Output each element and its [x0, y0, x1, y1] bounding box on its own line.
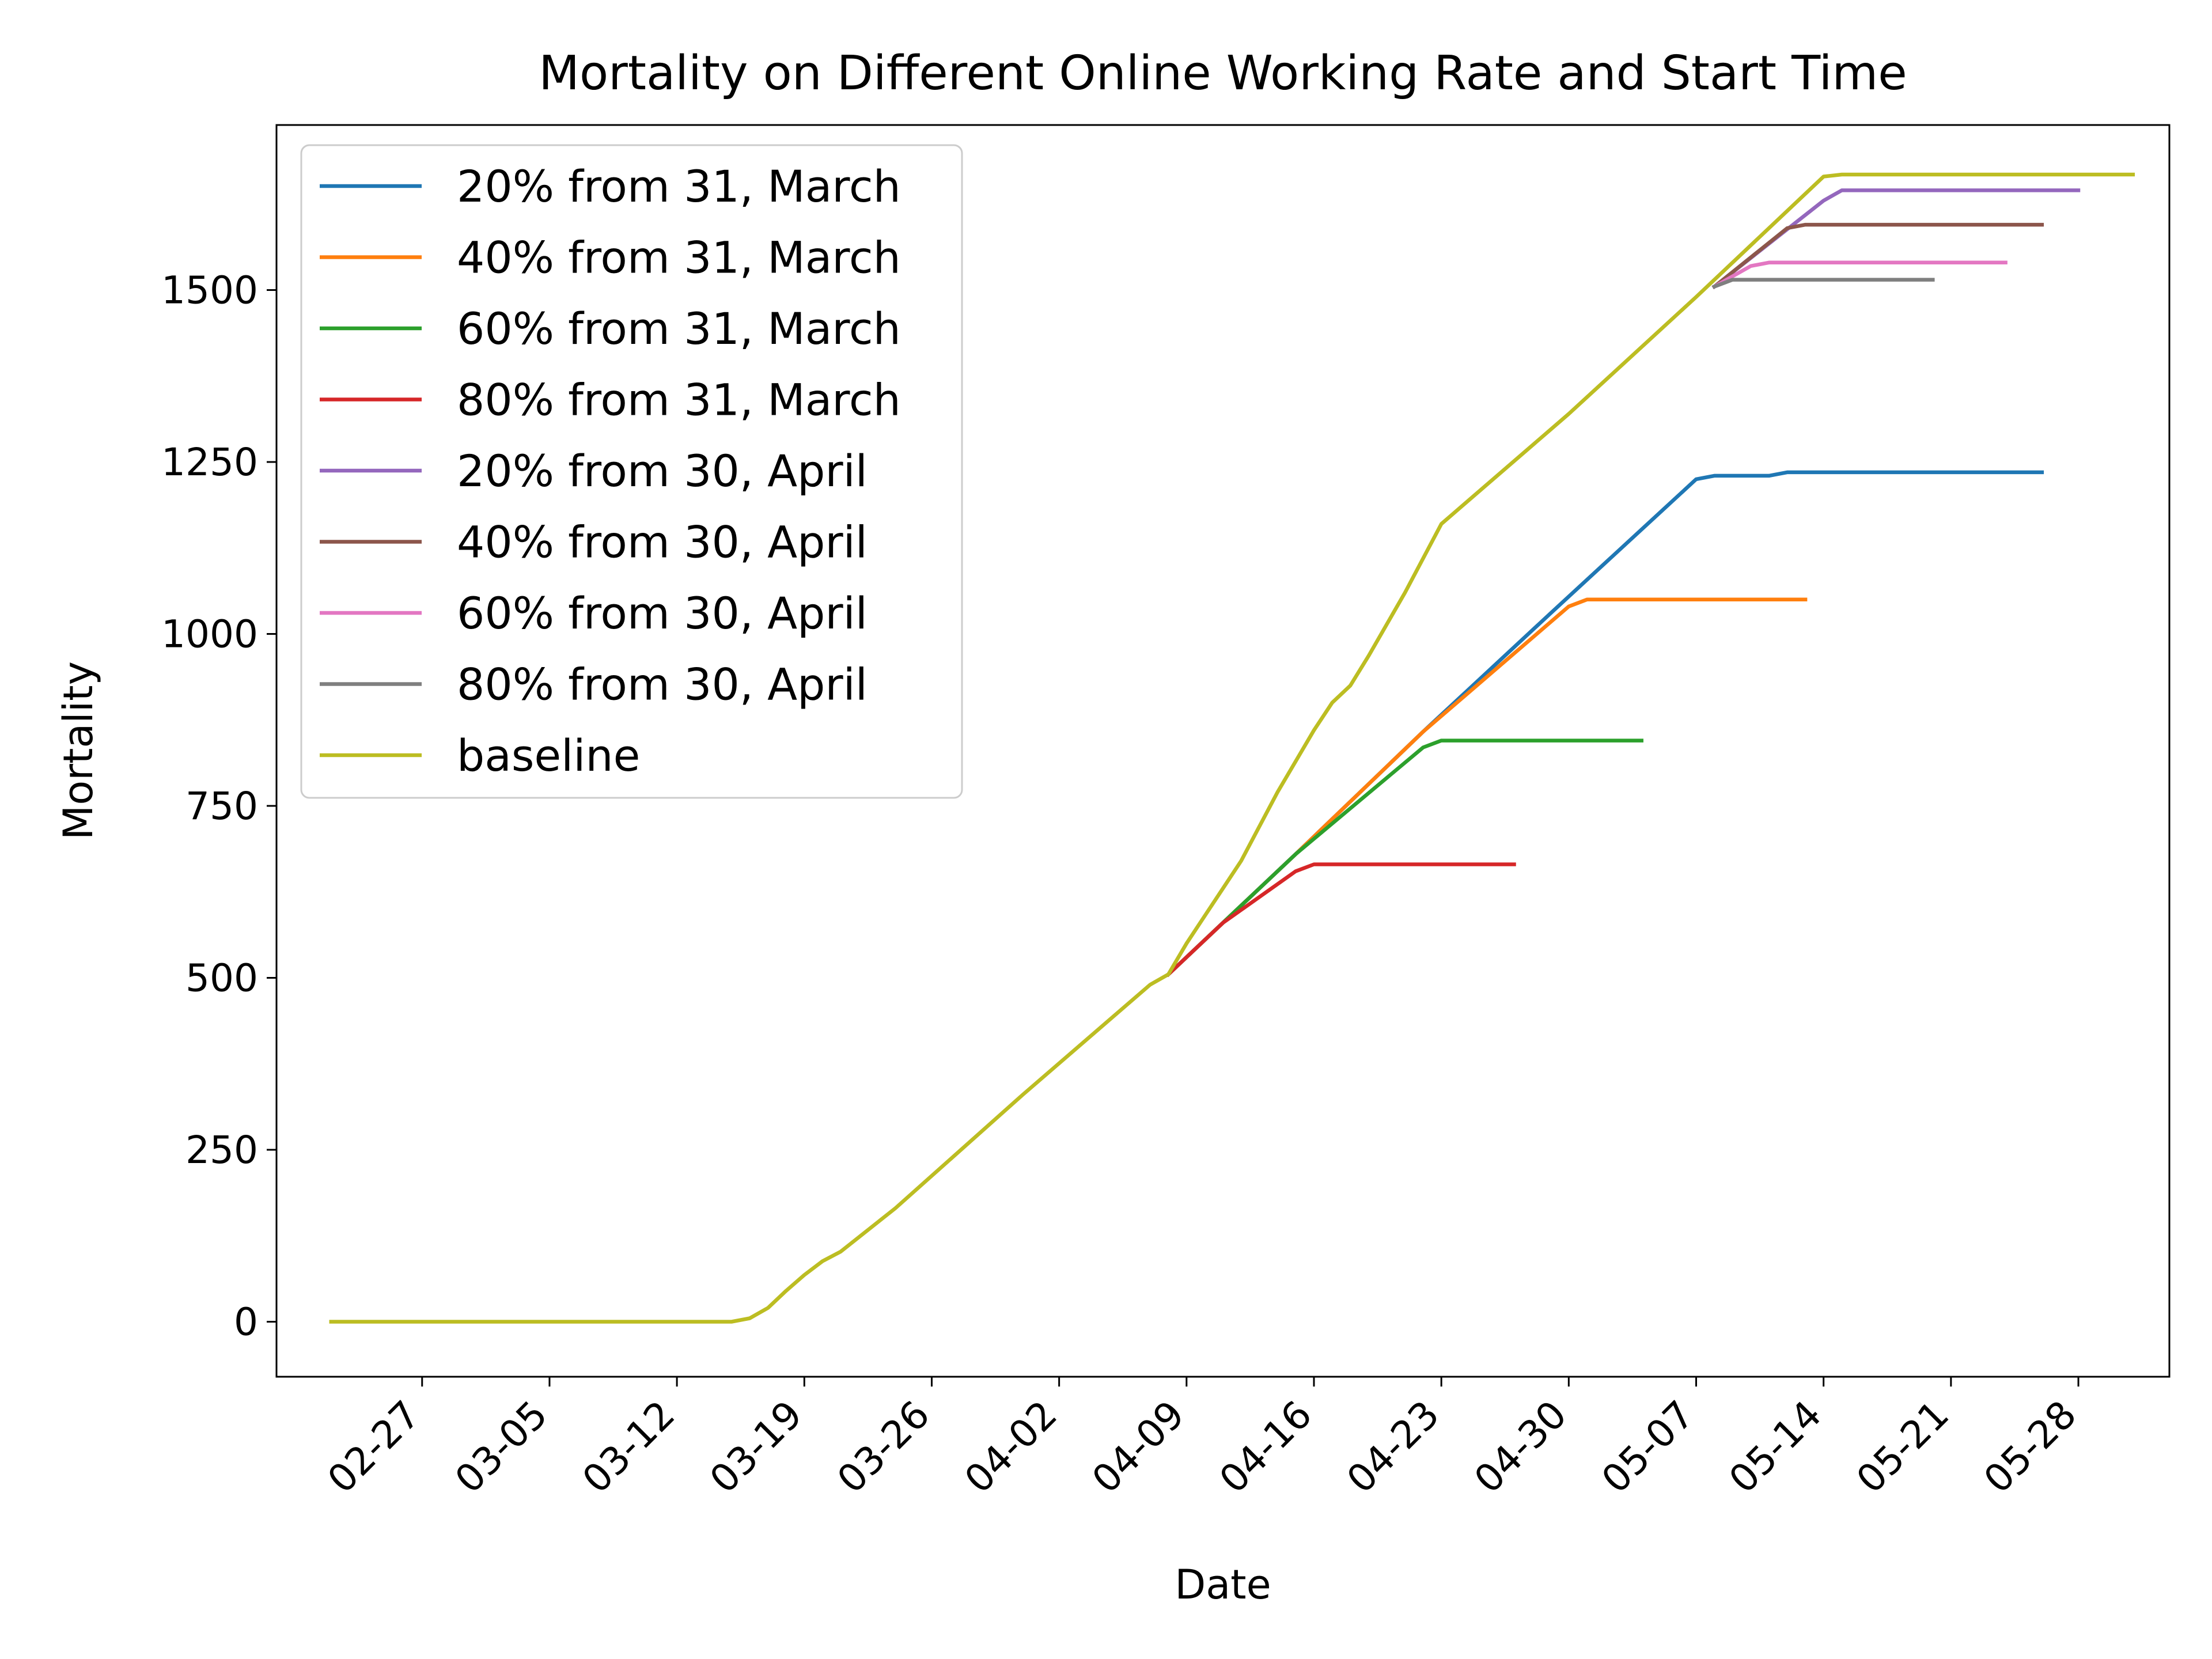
legend-label-7: 60% from 30, April	[457, 588, 868, 639]
series-line-9	[329, 172, 2135, 1324]
series-line-6	[1711, 222, 2044, 290]
y-tick-label: 500	[185, 956, 258, 1001]
series-line-3	[1165, 738, 1643, 978]
legend-label-1: 20% from 31, March	[457, 161, 901, 212]
y-tick-label: 250	[185, 1128, 258, 1172]
y-ticks: 0 250 500 750 1000 1250 1500	[161, 268, 276, 1344]
y-tick-label: 0	[234, 1300, 258, 1344]
legend-label-3: 60% from 31, March	[457, 303, 901, 354]
chart-title: Mortality on Different Online Working Ra…	[539, 46, 1907, 101]
y-tick-label: 1500	[161, 268, 258, 313]
legend: 20% from 31, March 40% from 31, March 60% …	[300, 144, 963, 799]
series-line-8	[1711, 278, 1935, 289]
legend-label-5: 20% from 30, April	[457, 445, 868, 497]
series-layer	[329, 172, 2135, 1324]
legend-label-8: 80% from 30, April	[457, 659, 868, 710]
series-line-7	[1711, 260, 2008, 290]
y-tick-label: 1000	[161, 612, 258, 657]
legend-label-4: 80% from 31, March	[457, 374, 901, 426]
legend-box	[300, 144, 963, 799]
legend-items: 20% from 31, March 40% from 31, March 60% …	[320, 161, 901, 781]
y-axis-label: Mortality	[55, 661, 102, 840]
plot-frame	[275, 124, 2171, 1378]
y-tick-label: 1250	[161, 440, 258, 484]
legend-label-2: 40% from 31, March	[457, 232, 901, 283]
legend-label-6: 40% from 30, April	[457, 517, 868, 568]
x-axis-label: Date	[1175, 1561, 1271, 1608]
y-tick-label: 750	[185, 784, 258, 828]
series-line-4	[1165, 862, 1516, 978]
legend-label-9: baseline	[457, 730, 640, 781]
